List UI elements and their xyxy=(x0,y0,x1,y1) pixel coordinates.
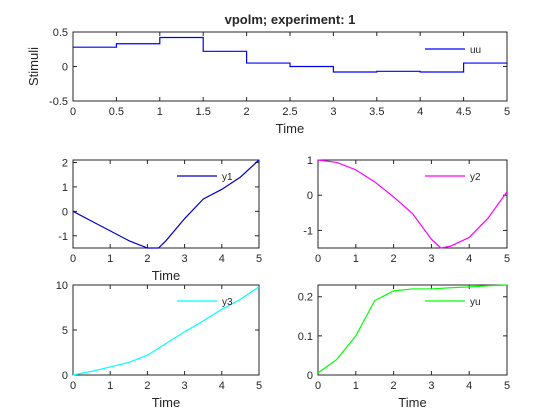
x-tick-label: 5 xyxy=(504,253,510,265)
x-tick-label: 1 xyxy=(353,380,359,392)
x-tick-label: 4 xyxy=(466,380,472,392)
y-tick-label: 0 xyxy=(307,370,313,382)
x-tick-label: 3 xyxy=(182,380,188,392)
series-line-y3 xyxy=(72,286,260,376)
y-tick-label: 10 xyxy=(56,280,68,292)
x-tick-label: 0 xyxy=(70,253,76,265)
legend-label: uu xyxy=(470,45,481,56)
x-axis-label: Time xyxy=(398,395,426,410)
y-tick-label: 5 xyxy=(62,325,68,337)
y-tick-label: 0.5 xyxy=(53,27,68,39)
x-tick-label: 2 xyxy=(391,380,397,392)
x-tick-label: 3 xyxy=(428,253,434,265)
y-tick-label: 0 xyxy=(62,370,68,382)
y-tick-label: 0 xyxy=(62,62,68,74)
x-tick-label: 3 xyxy=(428,380,434,392)
x-tick-label: 1.5 xyxy=(196,106,211,118)
y-axis-label: Stimuli xyxy=(26,47,41,86)
series-line-uu xyxy=(73,36,508,73)
axes-y2: 0 1 2 3 4 5 -1 0 1 y2 xyxy=(303,155,510,265)
y-tick-label: 2 xyxy=(62,157,68,169)
x-tick-label: 1 xyxy=(353,253,359,265)
series-line-y2 xyxy=(317,159,508,249)
legend-label: y2 xyxy=(470,172,481,183)
axes-y3: 0 1 2 3 4 5 0 5 10 y3 Time xyxy=(56,280,262,410)
y-tick-label: 1 xyxy=(62,182,68,194)
y-tick-label: -0.5 xyxy=(49,96,68,108)
legend-label: y3 xyxy=(222,297,233,308)
x-tick-label: 2 xyxy=(144,253,150,265)
x-tick-label: 4.5 xyxy=(456,106,471,118)
series-line-yu xyxy=(317,284,508,374)
y-tick-label: 0.2 xyxy=(298,292,313,304)
y-tick-label: 0 xyxy=(307,190,313,202)
x-tick-label: 0 xyxy=(315,380,321,392)
x-tick-label: 2 xyxy=(144,380,150,392)
legend-label: yu xyxy=(470,297,481,308)
x-tick-label: 0 xyxy=(70,106,76,118)
x-tick-label: 3.5 xyxy=(369,106,384,118)
y-tick-label: 0 xyxy=(62,206,68,218)
plot-frame xyxy=(72,284,260,376)
x-tick-label: 0 xyxy=(70,380,76,392)
plot-frame xyxy=(317,159,508,249)
x-tick-label: 4 xyxy=(219,380,225,392)
y-tick-label: -1 xyxy=(58,231,68,243)
series-line-y1 xyxy=(72,159,260,249)
x-tick-label: 4 xyxy=(219,253,225,265)
axes-yu: 0 1 2 3 4 5 0 0.1 0.2 yu Time xyxy=(298,284,510,410)
y-tick-label: 0.1 xyxy=(298,331,313,343)
x-axis-label: Time xyxy=(152,395,180,410)
x-tick-label: 3 xyxy=(182,253,188,265)
x-tick-label: 0.5 xyxy=(109,106,124,118)
x-axis-label: Time xyxy=(276,121,304,136)
x-tick-label: 1 xyxy=(157,106,163,118)
x-tick-label: 2.5 xyxy=(282,106,297,118)
x-tick-label: 1 xyxy=(107,380,113,392)
x-axis-label: Time xyxy=(152,268,180,283)
x-tick-label: 4 xyxy=(417,106,423,118)
x-tick-label: 3 xyxy=(330,106,336,118)
y-tick-label: 1 xyxy=(307,155,313,167)
x-tick-label: 0 xyxy=(315,253,321,265)
y-tick-label: -1 xyxy=(303,225,313,237)
x-tick-label: 5 xyxy=(504,106,510,118)
x-tick-label: 1 xyxy=(107,253,113,265)
legend-label: y1 xyxy=(222,172,233,183)
x-tick-label: 2 xyxy=(391,253,397,265)
x-tick-label: 5 xyxy=(504,380,510,392)
plot-frame xyxy=(72,159,260,249)
x-tick-label: 5 xyxy=(256,380,262,392)
x-tick-label: 4 xyxy=(466,253,472,265)
plot-frame xyxy=(317,284,508,376)
chart-title: vpolm; experiment: 1 xyxy=(225,12,356,27)
x-tick-label: 5 xyxy=(256,253,262,265)
x-tick-label: 2 xyxy=(244,106,250,118)
